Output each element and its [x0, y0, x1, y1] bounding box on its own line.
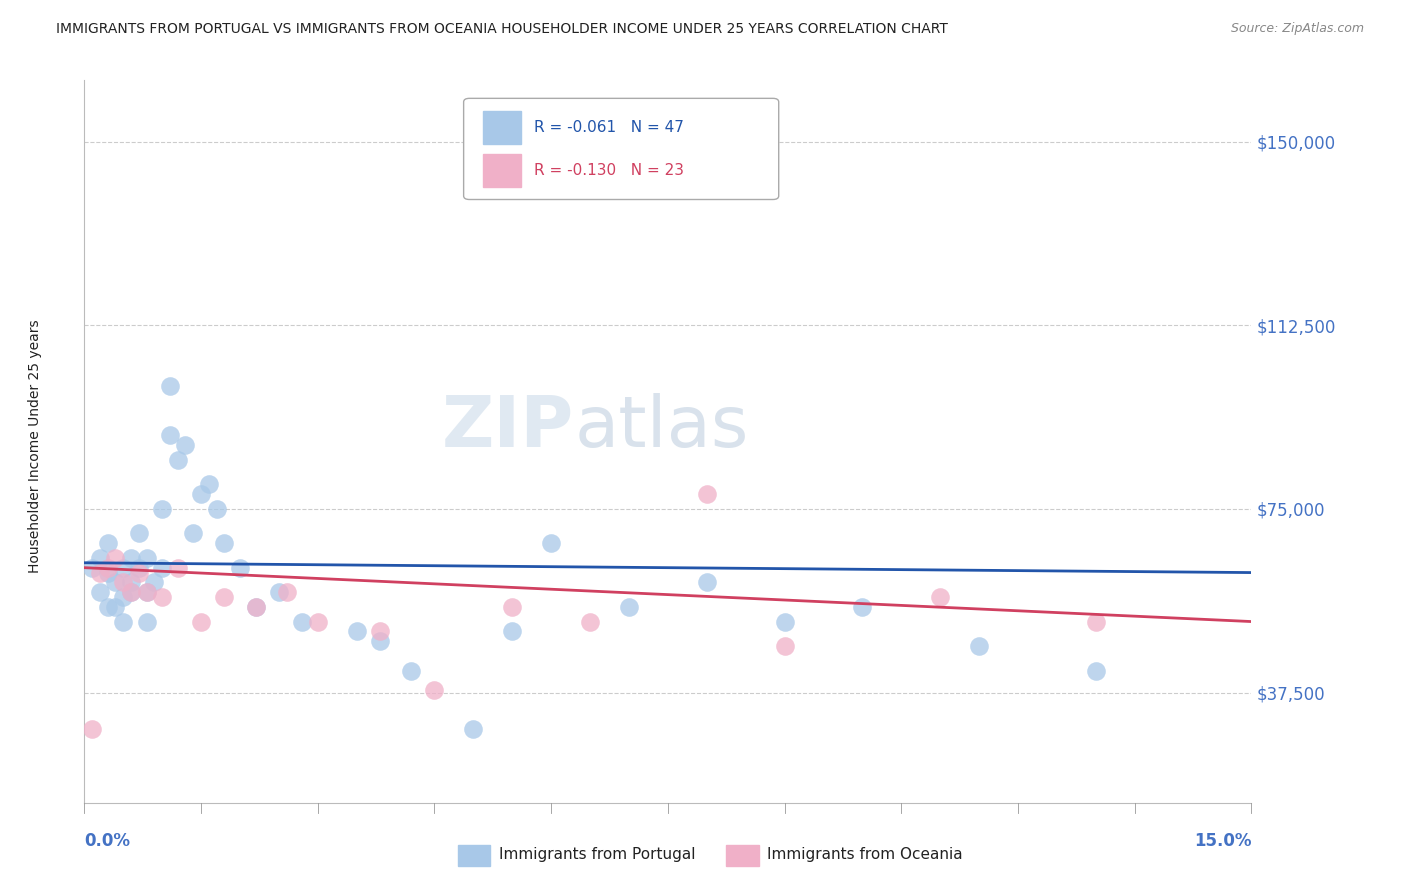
Point	[214, 536, 236, 550]
Point	[120, 550, 142, 565]
Point	[307, 615, 329, 629]
Text: 0.0%: 0.0%	[84, 831, 131, 850]
Point	[120, 585, 142, 599]
Point	[190, 487, 212, 501]
Point	[267, 585, 290, 599]
Point	[112, 615, 135, 629]
Point	[929, 590, 952, 604]
Point	[198, 477, 221, 491]
Point	[128, 560, 150, 574]
Point	[135, 615, 157, 629]
Point	[82, 560, 104, 574]
Point	[368, 624, 391, 639]
Point	[104, 575, 127, 590]
Point	[967, 639, 990, 653]
Point	[159, 428, 181, 442]
Point	[540, 536, 562, 550]
Point	[368, 634, 391, 648]
Point	[851, 599, 873, 614]
Text: R = -0.130   N = 23: R = -0.130 N = 23	[534, 163, 683, 178]
Bar	[727, 845, 759, 866]
Text: Householder Income Under 25 years: Householder Income Under 25 years	[28, 319, 42, 573]
Point	[135, 550, 157, 565]
Point	[97, 536, 120, 550]
Point	[214, 590, 236, 604]
Point	[773, 639, 796, 653]
Point	[696, 487, 718, 501]
Point	[579, 615, 602, 629]
Point	[245, 599, 267, 614]
Text: R = -0.061   N = 47: R = -0.061 N = 47	[534, 120, 683, 135]
Point	[229, 560, 252, 574]
Point	[399, 664, 422, 678]
Point	[112, 560, 135, 574]
Point	[112, 590, 135, 604]
FancyBboxPatch shape	[464, 98, 779, 200]
Point	[276, 585, 298, 599]
Point	[174, 438, 197, 452]
Bar	[484, 111, 520, 144]
Point	[773, 615, 796, 629]
Point	[463, 723, 485, 737]
Point	[104, 550, 127, 565]
Point	[82, 723, 104, 737]
Text: Immigrants from Oceania: Immigrants from Oceania	[768, 847, 963, 863]
Point	[112, 575, 135, 590]
Point	[696, 575, 718, 590]
Point	[181, 526, 204, 541]
Point	[97, 560, 120, 574]
Point	[501, 624, 523, 639]
Point	[89, 585, 111, 599]
Point	[97, 566, 120, 580]
Point	[190, 615, 212, 629]
Point	[150, 590, 173, 604]
Point	[120, 575, 142, 590]
Text: 15.0%: 15.0%	[1194, 831, 1251, 850]
Point	[104, 599, 127, 614]
Point	[150, 502, 173, 516]
Point	[89, 550, 111, 565]
Point	[143, 575, 166, 590]
Point	[346, 624, 368, 639]
Point	[1084, 615, 1107, 629]
Point	[291, 615, 314, 629]
Point	[205, 502, 228, 516]
Text: ZIP: ZIP	[443, 392, 575, 461]
Point	[97, 599, 120, 614]
Point	[159, 379, 181, 393]
Text: Source: ZipAtlas.com: Source: ZipAtlas.com	[1230, 22, 1364, 36]
Point	[166, 453, 188, 467]
Text: atlas: atlas	[575, 392, 749, 461]
Point	[128, 526, 150, 541]
Point	[423, 683, 446, 698]
Point	[120, 585, 142, 599]
Point	[617, 599, 640, 614]
Point	[89, 566, 111, 580]
Text: IMMIGRANTS FROM PORTUGAL VS IMMIGRANTS FROM OCEANIA HOUSEHOLDER INCOME UNDER 25 : IMMIGRANTS FROM PORTUGAL VS IMMIGRANTS F…	[56, 22, 948, 37]
Bar	[484, 154, 520, 186]
Point	[501, 599, 523, 614]
Point	[245, 599, 267, 614]
Point	[1084, 664, 1107, 678]
Text: Immigrants from Portugal: Immigrants from Portugal	[499, 847, 695, 863]
Point	[166, 560, 188, 574]
Bar	[458, 845, 491, 866]
Point	[150, 560, 173, 574]
Point	[135, 585, 157, 599]
Point	[135, 585, 157, 599]
Point	[128, 566, 150, 580]
